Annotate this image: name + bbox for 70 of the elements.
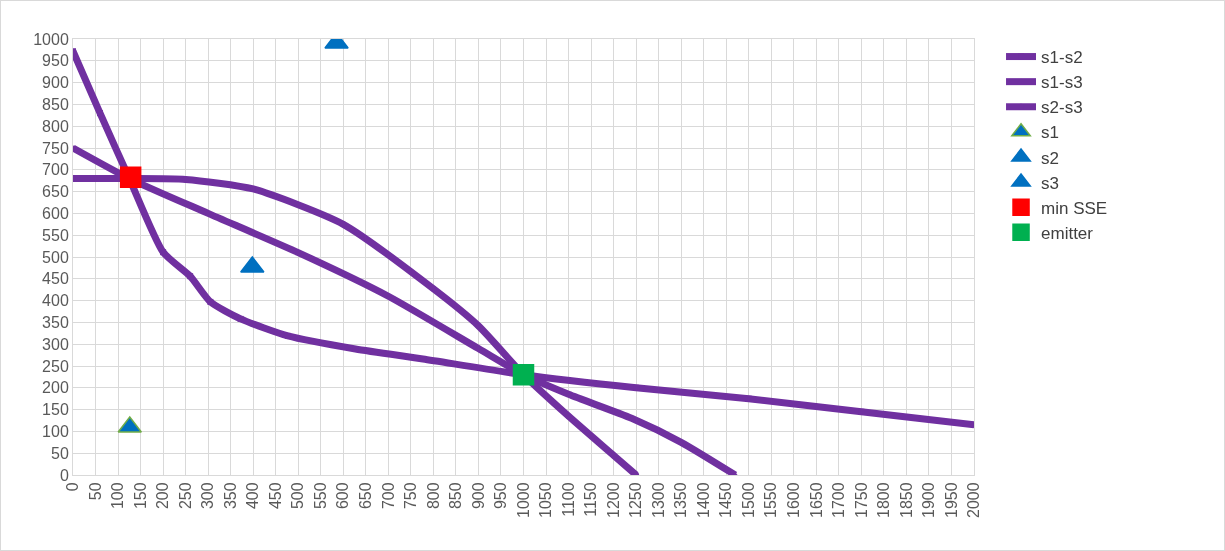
x-tick-label: 250 bbox=[176, 482, 194, 510]
legend-label: s1 bbox=[1041, 123, 1059, 143]
legend-label: s2 bbox=[1041, 148, 1059, 168]
x-tick-label: 950 bbox=[492, 482, 510, 510]
x-tick-label: 550 bbox=[311, 482, 329, 510]
legend-label: s2-s3 bbox=[1041, 98, 1083, 118]
x-tick-label: 300 bbox=[199, 482, 217, 510]
y-tick-label: 1000 bbox=[33, 30, 69, 48]
x-tick-label: 0 bbox=[64, 482, 82, 492]
x-tick-label: 900 bbox=[469, 482, 487, 510]
x-tick-label: 1650 bbox=[807, 482, 825, 518]
x-tick-label: 1100 bbox=[559, 482, 577, 517]
x-tick-label: 1450 bbox=[717, 482, 735, 518]
y-tick-label: 150 bbox=[42, 401, 69, 419]
x-tick-label: 1500 bbox=[739, 482, 757, 518]
x-tick-label: 1700 bbox=[830, 482, 848, 518]
x-tick-label: 1950 bbox=[942, 482, 960, 518]
y-tick-label: 350 bbox=[42, 314, 69, 331]
x-tick-label: 600 bbox=[334, 482, 352, 510]
x-tick-label: 100 bbox=[109, 482, 127, 510]
x-tick-label: 1250 bbox=[627, 482, 645, 518]
x-tick-label: 1900 bbox=[920, 482, 938, 518]
y-tick-label: 400 bbox=[42, 292, 69, 310]
x-tick-label: 800 bbox=[424, 482, 442, 510]
x-tick-label: 500 bbox=[289, 482, 307, 510]
y-tick-label: 650 bbox=[42, 183, 69, 201]
x-tick-label: 200 bbox=[154, 482, 172, 510]
y-tick-label: 100 bbox=[42, 423, 69, 440]
x-tick-label: 150 bbox=[131, 482, 149, 510]
y-tick-label: 50 bbox=[51, 444, 69, 462]
legend-label: min SSE bbox=[1041, 198, 1108, 218]
x-tick-label: 1600 bbox=[785, 482, 802, 518]
y-tick-label: 550 bbox=[42, 226, 69, 244]
y-tick-label: 450 bbox=[42, 270, 69, 288]
y-tick-label: 0 bbox=[59, 466, 69, 484]
y-tick-label: 800 bbox=[42, 117, 69, 135]
x-tick-label: 2000 bbox=[965, 482, 983, 518]
x-tick-label: 700 bbox=[379, 482, 397, 510]
x-tick-label: 350 bbox=[221, 482, 239, 510]
x-tick-label: 400 bbox=[244, 482, 262, 510]
x-tick-label: 850 bbox=[447, 482, 465, 510]
legend-label: s1-s3 bbox=[1041, 73, 1083, 93]
y-tick-label: 950 bbox=[42, 52, 69, 70]
y-tick-label: 500 bbox=[42, 248, 69, 266]
y-tick-label: 600 bbox=[42, 205, 69, 222]
y-tick-label: 900 bbox=[42, 74, 69, 92]
x-tick-label: 1350 bbox=[672, 482, 690, 518]
x-tick-label: 750 bbox=[402, 482, 420, 510]
y-tick-label: 200 bbox=[42, 379, 69, 397]
x-tick-label: 1050 bbox=[537, 482, 555, 518]
y-tick-label: 250 bbox=[42, 357, 69, 375]
x-tick-label: 1300 bbox=[649, 482, 667, 518]
y-tick-label: 750 bbox=[42, 139, 69, 157]
x-tick-label: 1200 bbox=[604, 482, 622, 518]
y-tick-label: 850 bbox=[42, 96, 69, 113]
x-tick-label: 650 bbox=[357, 482, 375, 510]
x-tick-label: 1400 bbox=[694, 482, 712, 518]
legend-label: s3 bbox=[1041, 173, 1059, 193]
y-tick-label: 700 bbox=[42, 161, 69, 179]
x-tick-label: 1750 bbox=[852, 482, 870, 518]
x-tick-label: 1850 bbox=[897, 482, 915, 518]
x-tick-label: 1000 bbox=[514, 482, 532, 518]
x-tick-label: 50 bbox=[86, 482, 104, 501]
y-tick-label: 300 bbox=[42, 335, 69, 353]
x-tick-label: 1150 bbox=[582, 482, 600, 517]
x-tick-label: 450 bbox=[266, 482, 284, 510]
legend-label: emitter bbox=[1041, 223, 1094, 243]
x-tick-label: 1550 bbox=[762, 482, 780, 518]
legend-label: s1-s2 bbox=[1041, 48, 1083, 68]
x-tick-label: 1800 bbox=[875, 482, 893, 518]
